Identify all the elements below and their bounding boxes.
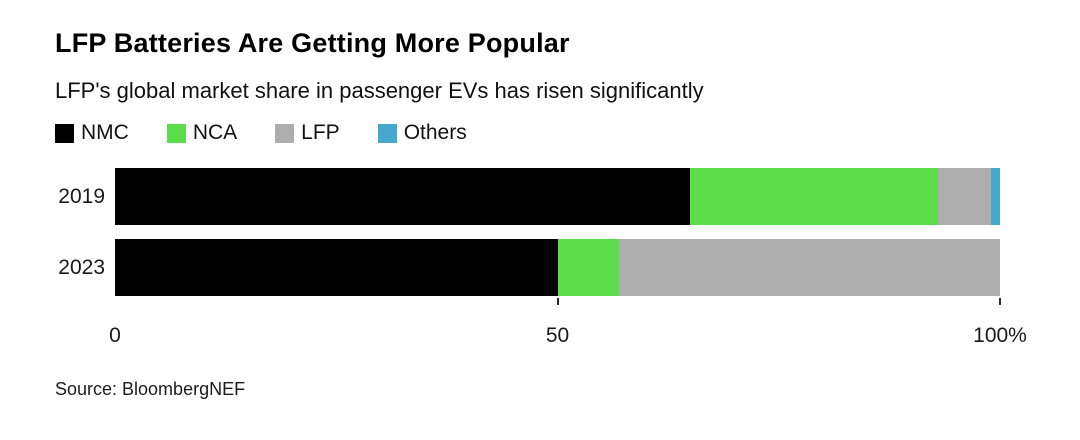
legend-swatch-icon bbox=[275, 123, 295, 143]
legend-label: NCA bbox=[192, 121, 238, 144]
source-credit: Source: BloombergNEF bbox=[55, 379, 246, 399]
bar-segment-nca-2019 bbox=[690, 168, 939, 225]
bar-segment-nmc-2019 bbox=[115, 168, 691, 225]
legend-swatch-icon bbox=[166, 123, 186, 143]
bar-track-2023 bbox=[115, 239, 1000, 296]
x-axis-labels: 0 50 100% bbox=[109, 324, 1027, 350]
legend-label: LFP bbox=[301, 121, 340, 144]
legend-item-nmc: NMC bbox=[55, 121, 129, 145]
x-axis-label-100: 100% bbox=[973, 324, 1027, 347]
legend-item-lfp: LFP bbox=[275, 121, 340, 145]
tick-mark-100 bbox=[999, 298, 1001, 305]
bar-track-2019 bbox=[115, 168, 1000, 225]
legend-swatch-icon bbox=[55, 123, 74, 143]
bar-segment-others-2019 bbox=[991, 168, 1000, 225]
bar-segment-lfp-2019 bbox=[938, 168, 992, 225]
x-axis-label-0: 0 bbox=[109, 324, 121, 347]
legend-item-others: Others bbox=[377, 121, 467, 145]
legend-label: NMC bbox=[81, 121, 129, 144]
bar-segment-nmc-2023 bbox=[115, 239, 558, 296]
chart-title: LFP Batteries Are Getting More Popular bbox=[55, 28, 570, 58]
bar-segment-nca-2023 bbox=[557, 239, 620, 296]
x-axis-label-50: 50 bbox=[545, 324, 570, 347]
x-axis-ticks bbox=[115, 298, 1001, 306]
legend-item-nca: NCA bbox=[166, 121, 238, 145]
legend-label: Others bbox=[403, 121, 467, 144]
category-label-2019: 2019 bbox=[58, 185, 105, 208]
chart-subtitle: LFP's global market share in passenger E… bbox=[55, 78, 704, 103]
bar-row-2023: 2023 bbox=[0, 239, 1080, 296]
category-label-2023: 2023 bbox=[58, 256, 105, 279]
tick-mark-50 bbox=[556, 298, 559, 305]
legend-swatch-icon bbox=[377, 123, 397, 143]
legend: NMC NCA LFP Others bbox=[55, 121, 467, 145]
bar-row-2019: 2019 bbox=[0, 168, 1080, 225]
bar-segment-lfp-2023 bbox=[619, 239, 1000, 296]
